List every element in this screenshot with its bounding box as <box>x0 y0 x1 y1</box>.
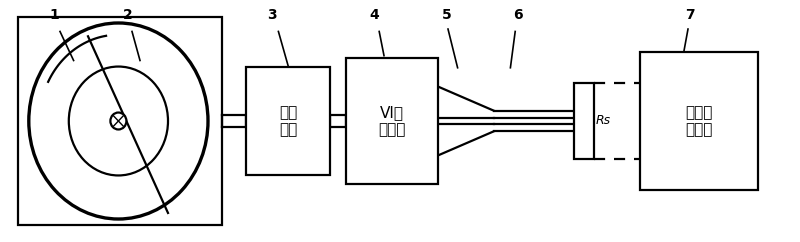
Text: 4: 4 <box>370 8 379 22</box>
Text: VI转
换电路: VI转 换电路 <box>378 105 406 137</box>
Text: 积分
电路: 积分 电路 <box>279 105 298 137</box>
Bar <box>640 52 758 190</box>
Text: 3: 3 <box>267 8 277 22</box>
Bar <box>574 83 594 159</box>
Text: 2: 2 <box>123 8 133 22</box>
Text: 7: 7 <box>685 8 694 22</box>
Ellipse shape <box>29 23 208 219</box>
Text: 信号接
收设备: 信号接 收设备 <box>686 105 713 137</box>
Ellipse shape <box>69 67 168 175</box>
Ellipse shape <box>110 113 126 129</box>
Bar <box>346 58 438 184</box>
Text: Rs: Rs <box>595 114 610 128</box>
Text: 6: 6 <box>514 8 523 22</box>
Bar <box>246 67 330 175</box>
Text: 1: 1 <box>50 8 59 22</box>
Text: 5: 5 <box>442 8 451 22</box>
Bar <box>18 17 222 225</box>
